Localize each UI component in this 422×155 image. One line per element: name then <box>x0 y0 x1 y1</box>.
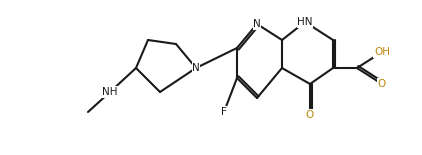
Text: OH: OH <box>374 47 390 57</box>
Text: O: O <box>378 79 386 89</box>
Text: F: F <box>221 107 227 117</box>
Text: NH: NH <box>102 87 118 97</box>
Text: HN: HN <box>297 17 313 27</box>
Text: N: N <box>192 63 200 73</box>
Text: N: N <box>253 19 261 29</box>
Text: O: O <box>306 110 314 120</box>
